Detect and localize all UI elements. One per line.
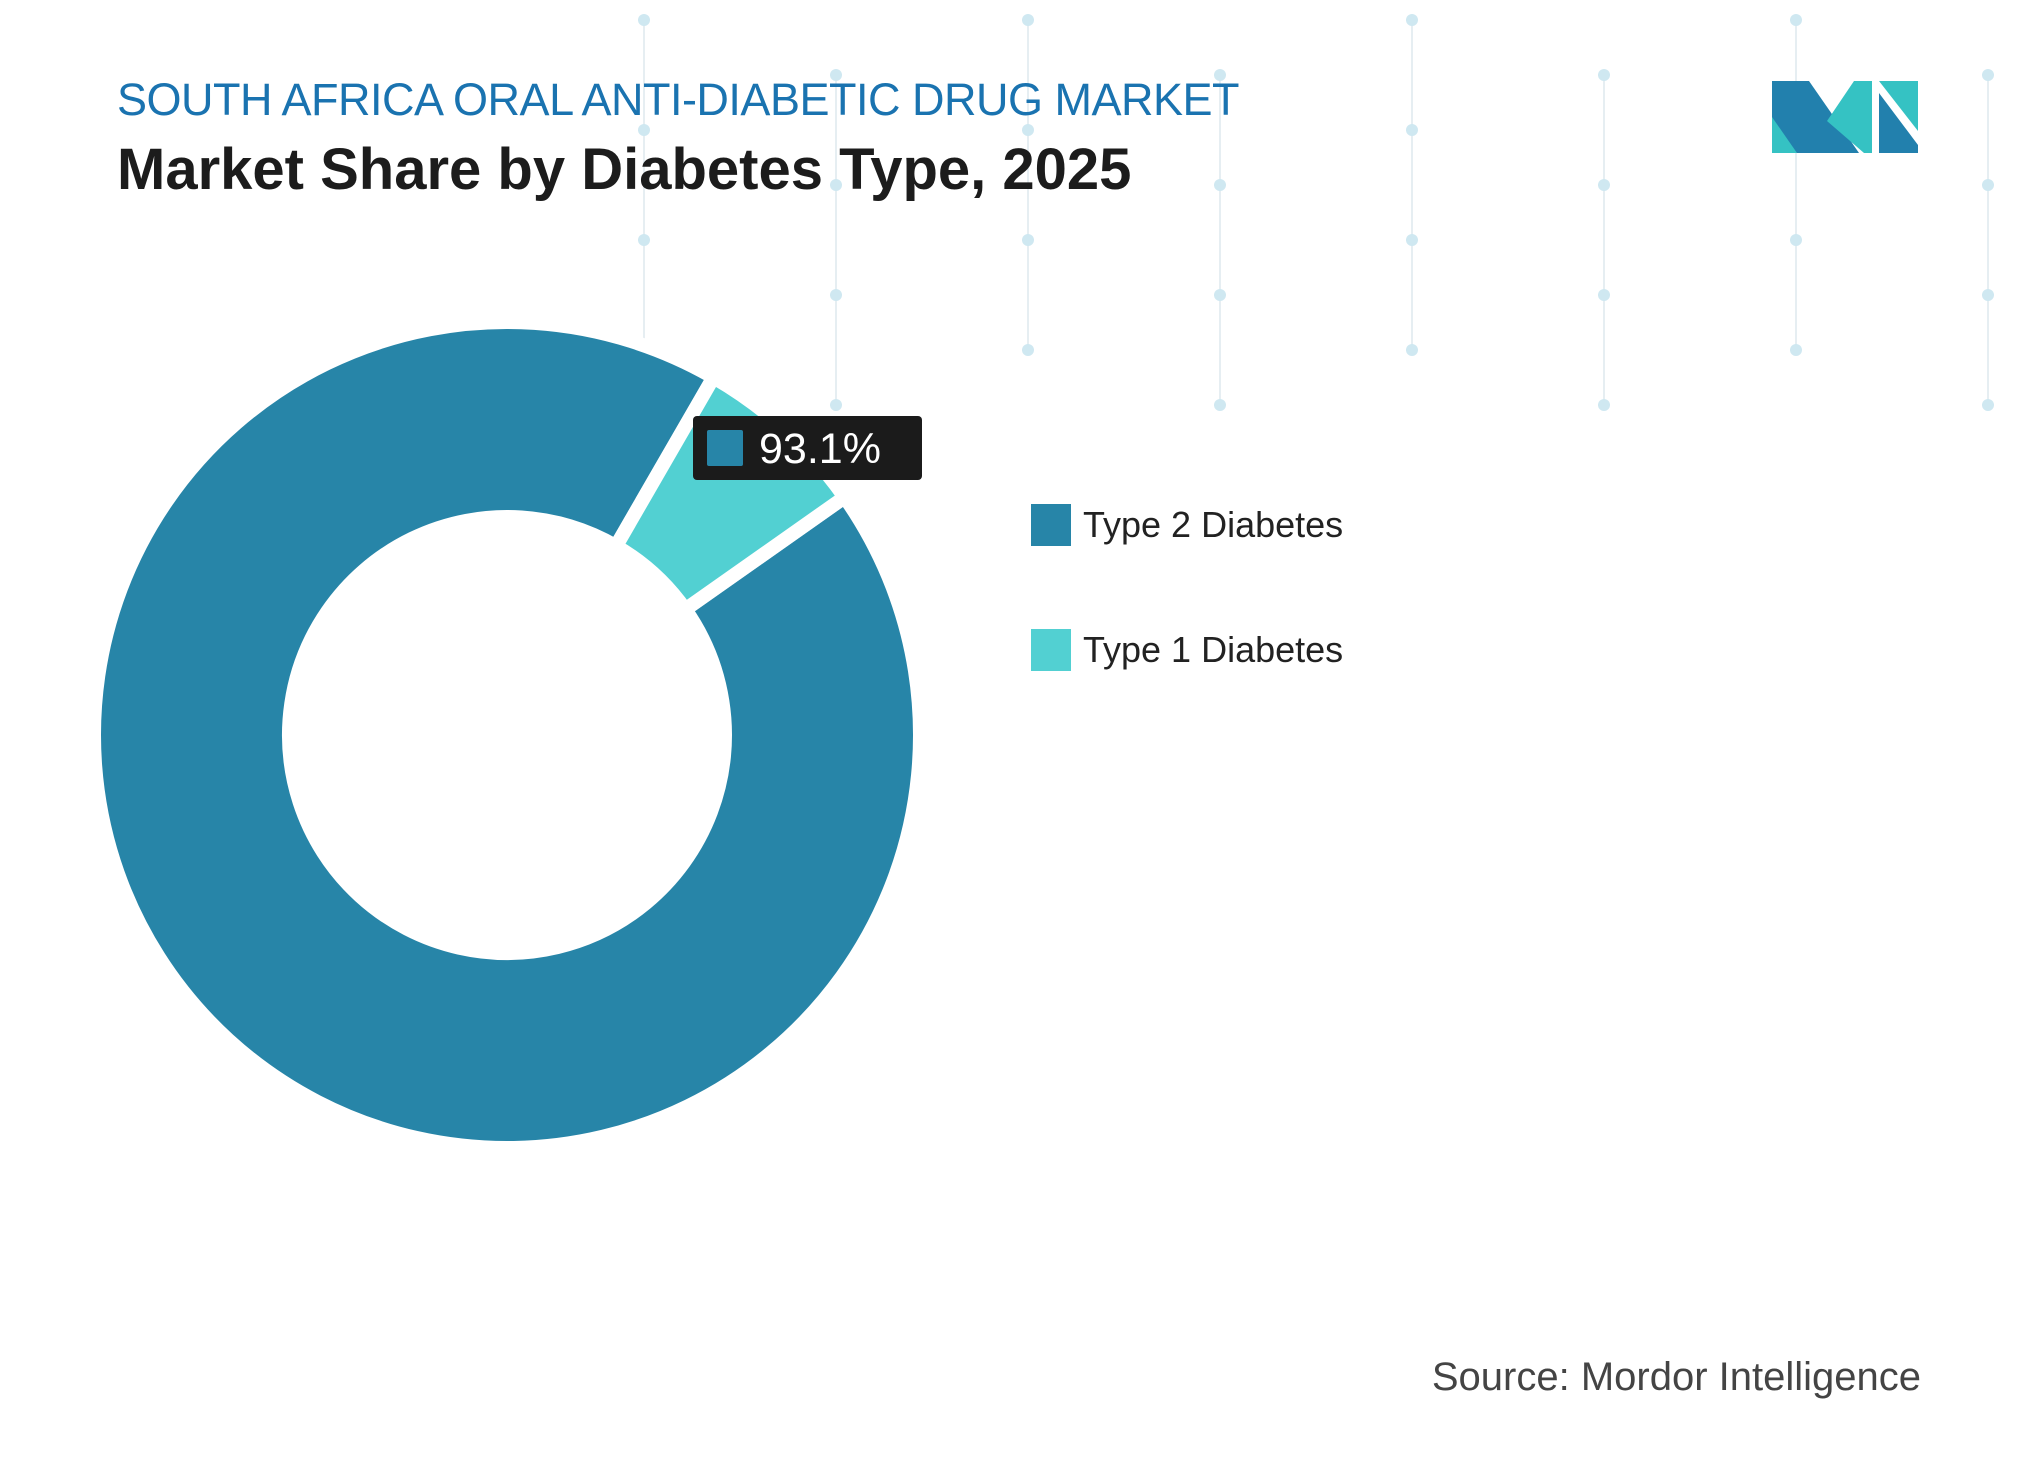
data-label-tooltip: 93.1% [693, 416, 922, 480]
mordor-logo [1772, 81, 1918, 153]
legend-label: Type 2 Diabetes [1083, 504, 1344, 545]
chart-supertitle: SOUTH AFRICA ORAL ANTI-DIABETIC DRUG MAR… [117, 74, 1239, 125]
network-node [1214, 399, 1226, 411]
network-node [1598, 69, 1610, 81]
source-note: Source: Mordor Intelligence [1431, 1355, 1921, 1399]
chart-title: Market Share by Diabetes Type, 2025 [117, 137, 1132, 202]
network-node [830, 289, 842, 301]
network-node [830, 399, 842, 411]
network-node [1406, 124, 1418, 136]
network-node [1214, 289, 1226, 301]
legend-swatch [1031, 629, 1071, 671]
network-node [1598, 289, 1610, 301]
network-node [1790, 14, 1802, 26]
network-node [1406, 14, 1418, 26]
network-node [1982, 289, 1994, 301]
network-node [638, 14, 650, 26]
network-node [638, 234, 650, 246]
network-node [1598, 179, 1610, 191]
network-node [1022, 124, 1034, 136]
network-node [1022, 344, 1034, 356]
network-node [1406, 234, 1418, 246]
network-node [1790, 234, 1802, 246]
network-node [830, 69, 842, 81]
network-node [1982, 69, 1994, 81]
network-node [1214, 69, 1226, 81]
network-node [1022, 14, 1034, 26]
network-node [1982, 399, 1994, 411]
network-node [1790, 344, 1802, 356]
legend-item-type-1[interactable]: Type 1 Diabetes [1031, 629, 1343, 671]
network-node [1406, 344, 1418, 356]
donut-slice-type-2-diabetes[interactable] [87, 315, 927, 1155]
network-node [830, 179, 842, 191]
network-node [638, 124, 650, 136]
network-node [1982, 179, 1994, 191]
tooltip-value: 93.1% [759, 425, 881, 473]
legend-item-type-2[interactable]: Type 2 Diabetes [1031, 504, 1343, 546]
legend-label: Type 1 Diabetes [1083, 629, 1344, 670]
legend-swatch [1031, 504, 1071, 546]
tooltip-swatch [707, 430, 743, 466]
network-node [1598, 399, 1610, 411]
network-node [1022, 234, 1034, 246]
network-node [1214, 179, 1226, 191]
